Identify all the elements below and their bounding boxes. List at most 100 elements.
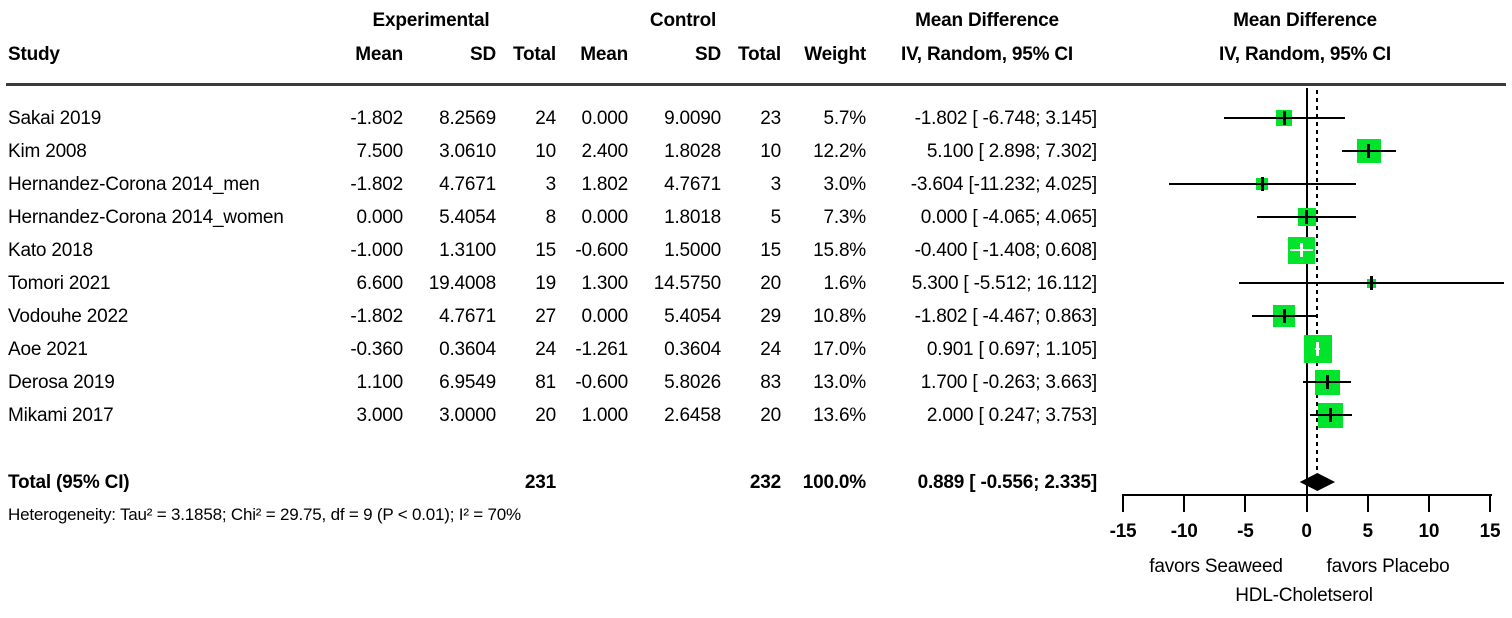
cell-name: Kim 2008 — [8, 140, 87, 162]
cell-weight: 7.3% — [823, 206, 866, 228]
cell-md-text: -1.802 [ -6.748; 3.145] — [914, 107, 1098, 129]
cell-ctrl-mean: 2.400 — [581, 140, 628, 162]
cell-exp-sd: 0.3604 — [439, 338, 496, 360]
cell-weight: 12.2% — [813, 140, 866, 162]
header-col-exp-mean: Mean — [355, 44, 403, 65]
point-estimate-tick — [1316, 342, 1320, 356]
cell-ctrl-total: 24 — [760, 338, 781, 360]
cell-md-text: -1.802 [ -4.467; 0.863] — [914, 305, 1098, 327]
cell-ctrl-sd: 14.5750 — [653, 272, 721, 294]
cell-exp-mean: -0.360 — [350, 338, 403, 360]
cell-md-text: 0.901 [ 0.697; 1.105] — [926, 338, 1097, 360]
axis-tick — [1305, 494, 1308, 512]
cell-ctrl-total: 29 — [760, 305, 781, 327]
cell-ctrl-sd: 1.8028 — [664, 140, 721, 162]
cell-ctrl-sd: 9.0090 — [664, 107, 721, 129]
study-row: Hernandez-Corona 2014_women 0.000 5.4054 8 0… — [0, 201, 1100, 234]
cell-ctrl-mean: -1.261 — [575, 338, 628, 360]
cell-exp-total: 10 — [535, 140, 556, 162]
axis-label-favors-right: favors Placebo — [1326, 556, 1450, 577]
header-group-control: Control — [649, 10, 717, 31]
cell-ctrl-total: 20 — [760, 404, 781, 426]
cell-ctrl-total: 5 — [770, 206, 782, 228]
point-estimate-tick — [1369, 276, 1373, 290]
cell-ctrl-sd: 2.6458 — [664, 404, 721, 426]
point-estimate-tick — [1325, 375, 1329, 389]
total-md-ci: 0.889 [ -0.556; 2.335] — [917, 472, 1098, 493]
total-ctrl-total: 232 — [749, 472, 781, 493]
cell-exp-sd: 4.7671 — [439, 305, 496, 327]
cell-name: Vodouhe 2022 — [8, 305, 129, 327]
header-group-mean-difference-plot: Mean Difference — [1233, 10, 1377, 31]
cell-exp-sd: 6.9549 — [439, 371, 496, 393]
cell-ctrl-mean: 1.000 — [581, 404, 628, 426]
point-estimate-tick — [1305, 210, 1308, 224]
cell-name: Aoe 2021 — [8, 338, 88, 360]
header-col-ctrl-mean: Mean — [580, 44, 628, 65]
cell-md-text: -0.400 [ -1.408; 0.608] — [914, 239, 1098, 261]
heterogeneity-text: Heterogeneity: Tau² = 3.1858; Chi² = 29.… — [8, 505, 521, 524]
axis-tick — [1244, 494, 1247, 512]
axis-tick — [1488, 494, 1491, 512]
cell-weight: 17.0% — [813, 338, 866, 360]
cell-ctrl-sd: 5.4054 — [664, 305, 721, 327]
cell-exp-sd: 1.3100 — [439, 239, 496, 261]
axis-tick-label: -15 — [1109, 521, 1137, 542]
axis-tick-label: -10 — [1170, 521, 1198, 542]
cell-exp-sd: 3.0000 — [439, 404, 496, 426]
study-row: Mikami 2017 3.000 3.0000 20 1.000 2.6458 20 13.… — [0, 399, 1100, 432]
total-row: Total (95% CI) 231 232 100.0% 0.889 [ -0… — [0, 466, 1100, 499]
study-row: Derosa 2019 1.100 6.9549 81 -0.600 5.8026 83 13… — [0, 366, 1100, 399]
study-row: Aoe 2021 -0.360 0.3604 24 -1.261 0.3604 24 17.0… — [0, 333, 1100, 366]
cell-name: Sakai 2019 — [8, 107, 102, 129]
cell-ctrl-sd: 0.3604 — [664, 338, 721, 360]
cell-exp-sd: 19.4008 — [428, 272, 496, 294]
cell-exp-sd: 4.7671 — [439, 173, 496, 195]
study-row: Kato 2018 -1.000 1.3100 15 -0.600 1.5000 15 15.… — [0, 234, 1100, 267]
cell-exp-total: 8 — [545, 206, 557, 228]
axis-tick-label: 15 — [1479, 521, 1501, 542]
cell-md-text: 1.700 [ -0.263; 3.663] — [920, 371, 1097, 393]
cell-md-text: 0.000 [ -4.065; 4.065] — [920, 206, 1097, 228]
cell-exp-total: 81 — [535, 371, 556, 393]
study-row: Hernandez-Corona 2014_men -1.802 4.7671 3 1.… — [0, 168, 1100, 201]
cell-exp-mean: -1.802 — [350, 107, 403, 129]
cell-ctrl-total: 10 — [760, 140, 781, 162]
pooled-estimate-line — [1316, 90, 1319, 473]
cell-ctrl-mean: 0.000 — [581, 206, 628, 228]
cell-ctrl-total: 20 — [760, 272, 781, 294]
cell-ctrl-total: 83 — [760, 371, 781, 393]
cell-exp-total: 19 — [535, 272, 556, 294]
cell-exp-mean: 6.600 — [356, 272, 403, 294]
cell-weight: 3.0% — [823, 173, 866, 195]
cell-weight: 13.0% — [813, 371, 866, 393]
header-group-experimental: Experimental — [372, 10, 490, 31]
cell-ctrl-total: 23 — [760, 107, 781, 129]
cell-ctrl-mean: 1.300 — [581, 272, 628, 294]
header-col-exp-total: Total — [513, 44, 556, 65]
cell-name: Tomori 2021 — [8, 272, 111, 294]
cell-exp-mean: 3.000 — [356, 404, 403, 426]
cell-exp-sd: 8.2569 — [439, 107, 496, 129]
cell-ctrl-sd: 4.7671 — [664, 173, 721, 195]
total-label: Total (95% CI) — [8, 472, 130, 493]
cell-weight: 13.6% — [813, 404, 866, 426]
cell-ctrl-mean: 0.000 — [581, 305, 628, 327]
axis-tick — [1366, 494, 1369, 512]
header-separator-line — [6, 83, 1506, 86]
header-col-exp-sd: SD — [470, 44, 496, 65]
axis-label-favors-left: favors Seaweed — [1149, 556, 1283, 577]
cell-exp-total: 3 — [545, 173, 557, 195]
cell-exp-total: 24 — [535, 107, 556, 129]
cell-ctrl-total: 15 — [760, 239, 781, 261]
cell-ctrl-sd: 1.5000 — [664, 239, 721, 261]
cell-md-text: -3.604 [-11.232; 4.025] — [910, 173, 1097, 195]
point-estimate-tick — [1282, 309, 1286, 323]
total-weight: 100.0% — [802, 472, 866, 493]
axis-label-outcome: HDL-Choletserol — [1235, 585, 1373, 606]
cell-exp-total: 24 — [535, 338, 556, 360]
cell-ctrl-sd: 5.8026 — [664, 371, 721, 393]
cell-name: Mikami 2017 — [8, 404, 114, 426]
cell-ctrl-mean: 1.802 — [581, 173, 628, 195]
study-row: Sakai 2019 -1.802 8.2569 24 0.000 9.0090 23 5.7… — [0, 102, 1100, 135]
